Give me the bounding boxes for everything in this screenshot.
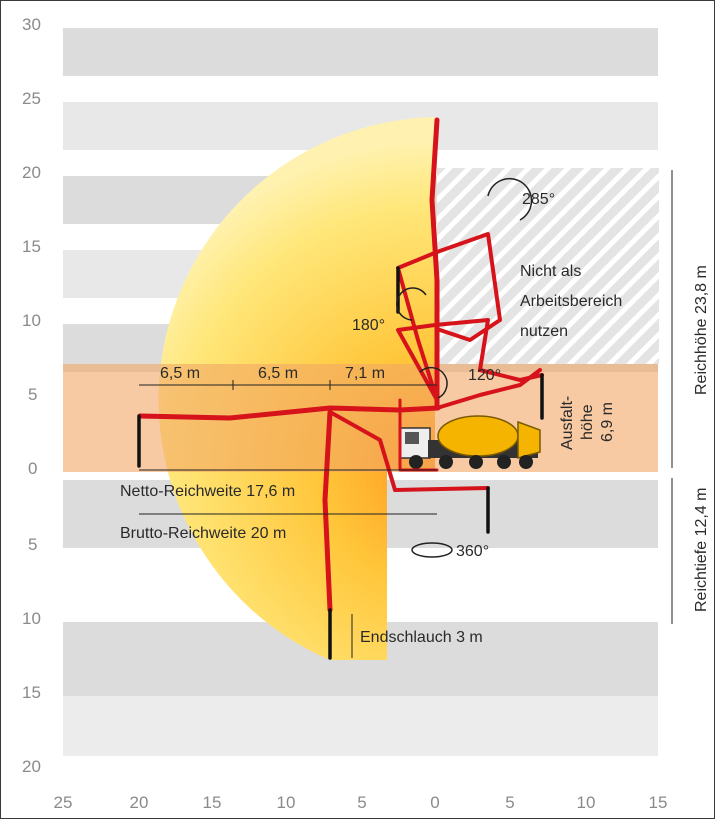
y-tick-0: 0 xyxy=(28,459,37,478)
x-tick-10-right: 10 xyxy=(577,793,596,812)
boom-drawing xyxy=(137,117,544,613)
dimension-lines xyxy=(139,170,673,658)
unfold-height-line-3: 6,9 m xyxy=(599,402,616,442)
non-working-area xyxy=(437,168,659,364)
non-working-line-1: Nicht als xyxy=(520,263,581,280)
x-tick-25: 25 xyxy=(54,793,73,812)
angle-120-label: 120° xyxy=(468,367,501,384)
angle-285-label: 285° xyxy=(522,191,555,208)
netto-reach-label: Netto-Reichweite 17,6 m xyxy=(120,483,295,500)
hoses xyxy=(137,266,544,660)
y-tick-10-bottom: 10 xyxy=(22,609,41,628)
y-tick-5-top: 5 xyxy=(28,385,37,404)
non-working-line-3: nutzen xyxy=(520,323,568,340)
reach-depth-label: Reichtiefe 12,4 m xyxy=(693,487,710,612)
x-tick-20: 20 xyxy=(130,793,149,812)
y-tick-30: 30 xyxy=(22,15,41,34)
y-tick-10-top: 10 xyxy=(22,311,41,330)
annotations: 6,5 m 6,5 m 7,1 m Netto-Reichweite 17,6 … xyxy=(120,191,710,646)
x-tick-0: 0 xyxy=(430,793,439,812)
y-tick-25: 25 xyxy=(22,89,41,108)
x-tick-5-left: 5 xyxy=(357,793,366,812)
unfold-height-line-2: höhe xyxy=(579,404,596,440)
y-tick-20-top: 20 xyxy=(22,163,41,182)
reach-height-label: Reichhöhe 23,8 m xyxy=(693,265,710,395)
rotation-arrows xyxy=(396,177,533,558)
x-tick-15: 15 xyxy=(203,793,222,812)
unfold-height-line-1: Ausfalt- xyxy=(559,396,576,450)
angle-360-label: 360° xyxy=(456,543,489,560)
non-working-line-2: Arbeitsbereich xyxy=(520,293,622,310)
truck xyxy=(399,415,541,469)
end-hose-label: Endschlauch 3 m xyxy=(360,629,483,646)
y-tick-15-top: 15 xyxy=(22,237,41,256)
segment-1-label: 6,5 m xyxy=(160,365,200,382)
x-tick-15-right: 15 xyxy=(649,793,668,812)
x-tick-10: 10 xyxy=(277,793,296,812)
angle-180-label: 180° xyxy=(352,317,385,334)
segment-2-label: 6,5 m xyxy=(258,365,298,382)
y-tick-5-bottom: 5 xyxy=(28,535,37,554)
y-axis: 30 25 20 15 10 5 0 5 10 15 20 xyxy=(22,15,41,776)
brutto-reach-label: Brutto-Reichweite 20 m xyxy=(120,525,286,542)
y-tick-15-bottom: 15 xyxy=(22,683,41,702)
segment-3-label: 7,1 m xyxy=(345,365,385,382)
y-tick-20-bottom: 20 xyxy=(22,757,41,776)
x-axis: 25 20 15 10 5 0 5 10 15 xyxy=(54,793,668,812)
x-tick-5-right: 5 xyxy=(505,793,514,812)
